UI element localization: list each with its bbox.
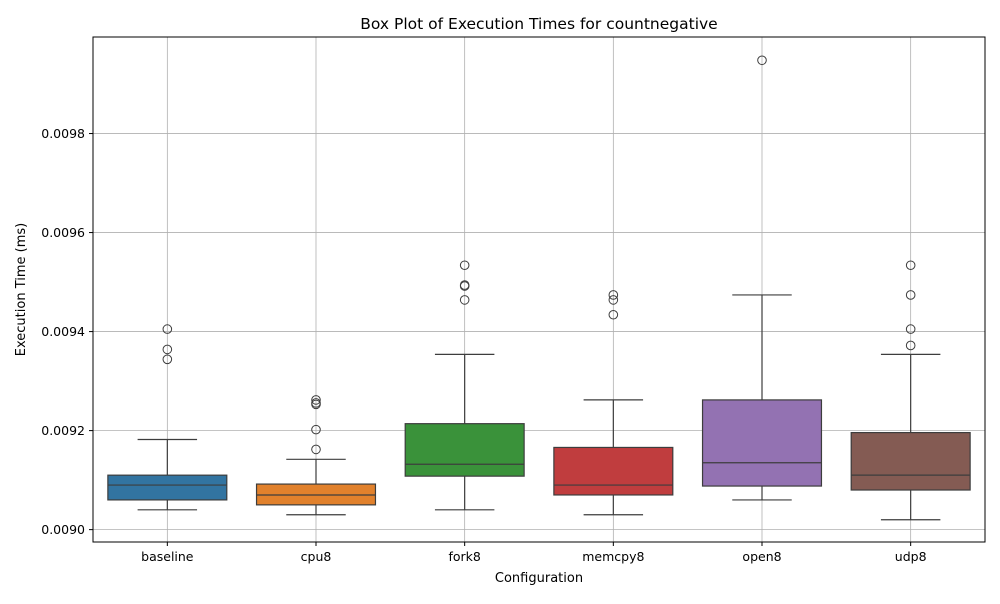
y-tick-label: 0.0090 — [41, 522, 85, 537]
outlier-point — [608, 290, 619, 300]
x-tick-label: memcpy8 — [582, 549, 644, 564]
x-tick-label: udp8 — [895, 549, 927, 564]
outlier-point — [608, 309, 619, 320]
outlier-point — [459, 280, 470, 290]
outlier-point — [311, 424, 321, 435]
outlier-point — [311, 398, 321, 408]
box-iqr — [701, 399, 823, 487]
outlier-point — [162, 344, 173, 355]
y-tick-label: 0.0092 — [41, 423, 85, 438]
tick-layer: 0.0090 0.0092 0.0094 0.0096 0.0098 baseline cp… — [41, 126, 926, 564]
y-tick-label: 0.0098 — [41, 126, 85, 141]
outlier-point — [757, 55, 767, 66]
box-group-memcpy8 — [553, 290, 674, 516]
outlier-point — [311, 395, 321, 405]
box-group-cpu8 — [255, 395, 377, 516]
box-iqr — [107, 474, 228, 501]
x-axis-label: Configuration — [495, 571, 583, 586]
outlier-point — [162, 354, 173, 365]
box-iqr — [850, 431, 971, 491]
x-tick-label: cpu8 — [301, 549, 332, 564]
box-group-fork8 — [404, 260, 525, 511]
outlier-point — [459, 295, 470, 305]
outlier-point — [162, 324, 173, 334]
x-tick-label: open8 — [742, 549, 781, 564]
outlier-point — [459, 260, 470, 271]
box-group-baseline — [107, 324, 228, 511]
outlier-point — [905, 340, 916, 351]
chart-title: Box Plot of Execution Times for countneg… — [360, 15, 717, 33]
x-tick-label: fork8 — [448, 549, 480, 564]
outlier-point — [608, 295, 619, 305]
y-tick-label: 0.0094 — [41, 324, 85, 339]
outlier-point — [905, 324, 916, 334]
box-group-udp8 — [850, 260, 971, 521]
box-iqr — [553, 446, 674, 496]
outlier-point — [311, 444, 321, 455]
y-axis-label: Execution Time (ms) — [14, 223, 29, 356]
x-tick-label: baseline — [141, 549, 194, 564]
box-group-open8 — [701, 55, 823, 501]
y-tick-label: 0.0096 — [41, 225, 85, 240]
box-layer — [107, 55, 971, 521]
outlier-point — [905, 290, 916, 300]
outlier-point — [905, 260, 916, 271]
plot-area-frame — [92, 36, 986, 543]
box-iqr — [404, 423, 525, 477]
